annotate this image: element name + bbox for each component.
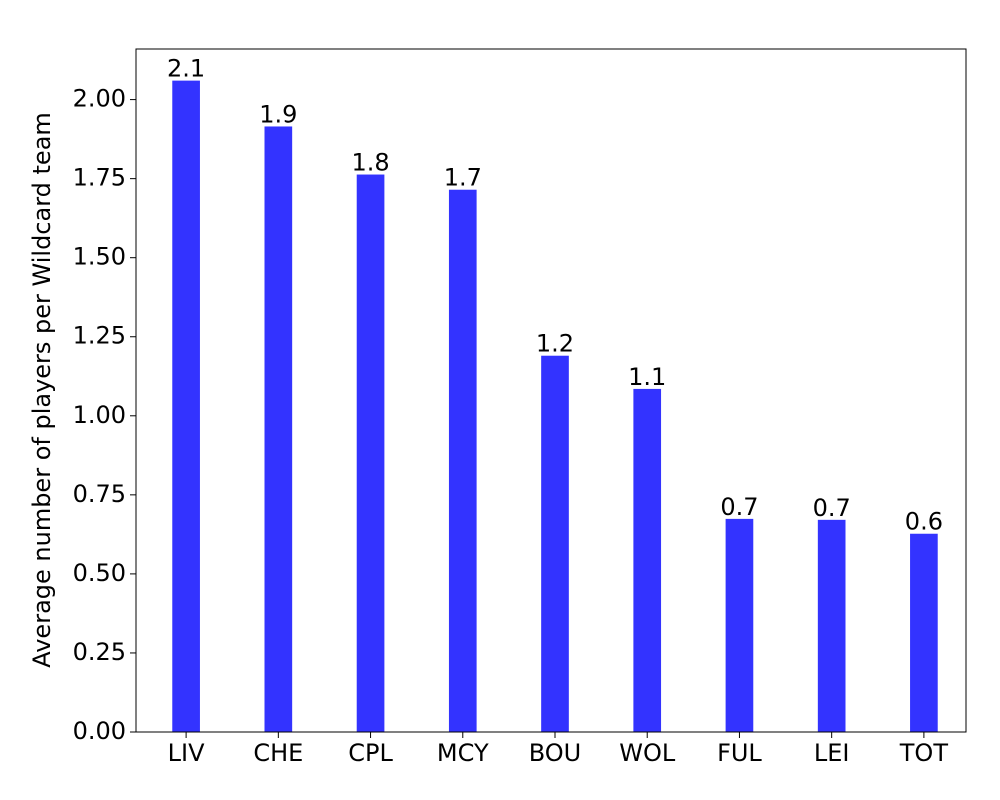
value-label: 1.2 bbox=[536, 330, 574, 358]
x-tick-label: TOT bbox=[899, 739, 949, 767]
value-label: 2.1 bbox=[167, 55, 205, 83]
value-label: 1.7 bbox=[444, 164, 482, 192]
bar bbox=[910, 533, 938, 732]
plot-frame bbox=[135, 48, 967, 733]
bar bbox=[356, 174, 385, 733]
bar bbox=[817, 519, 846, 732]
value-label: 0.7 bbox=[720, 493, 758, 521]
bar bbox=[172, 80, 200, 733]
bar bbox=[633, 388, 662, 732]
value-label: 1.8 bbox=[351, 149, 389, 177]
bar bbox=[725, 518, 754, 732]
y-tick-label: 0.50 bbox=[73, 559, 126, 587]
y-tick-label: 1.00 bbox=[73, 401, 126, 429]
value-label: 1.9 bbox=[259, 100, 297, 128]
y-tick-label: 1.75 bbox=[73, 164, 126, 192]
y-tick-label: 0.00 bbox=[73, 717, 126, 745]
value-label: 0.7 bbox=[813, 494, 851, 522]
x-tick-label: BOU bbox=[529, 739, 582, 767]
y-tick-label: 2.00 bbox=[73, 85, 126, 113]
x-tick-label: LIV bbox=[168, 739, 205, 767]
value-label: 1.1 bbox=[628, 363, 666, 391]
x-tick-label: MCY bbox=[437, 739, 489, 767]
bar bbox=[264, 126, 293, 732]
x-tick-label: CHE bbox=[253, 739, 303, 767]
x-tick-label: WOL bbox=[619, 739, 676, 767]
x-tick-label: LEI bbox=[814, 739, 850, 767]
y-axis-label: Average number of players per Wildcard t… bbox=[28, 112, 56, 668]
bar bbox=[448, 189, 477, 733]
y-tick-label: 0.75 bbox=[73, 480, 126, 508]
y-tick-label: 0.25 bbox=[73, 638, 126, 666]
y-tick-label: 1.25 bbox=[73, 322, 126, 350]
y-tick-label: 1.50 bbox=[73, 243, 126, 271]
x-tick-label: CPL bbox=[348, 739, 393, 767]
value-label: 0.6 bbox=[905, 508, 943, 536]
x-tick-label: FUL bbox=[717, 739, 762, 767]
bar bbox=[541, 355, 569, 732]
